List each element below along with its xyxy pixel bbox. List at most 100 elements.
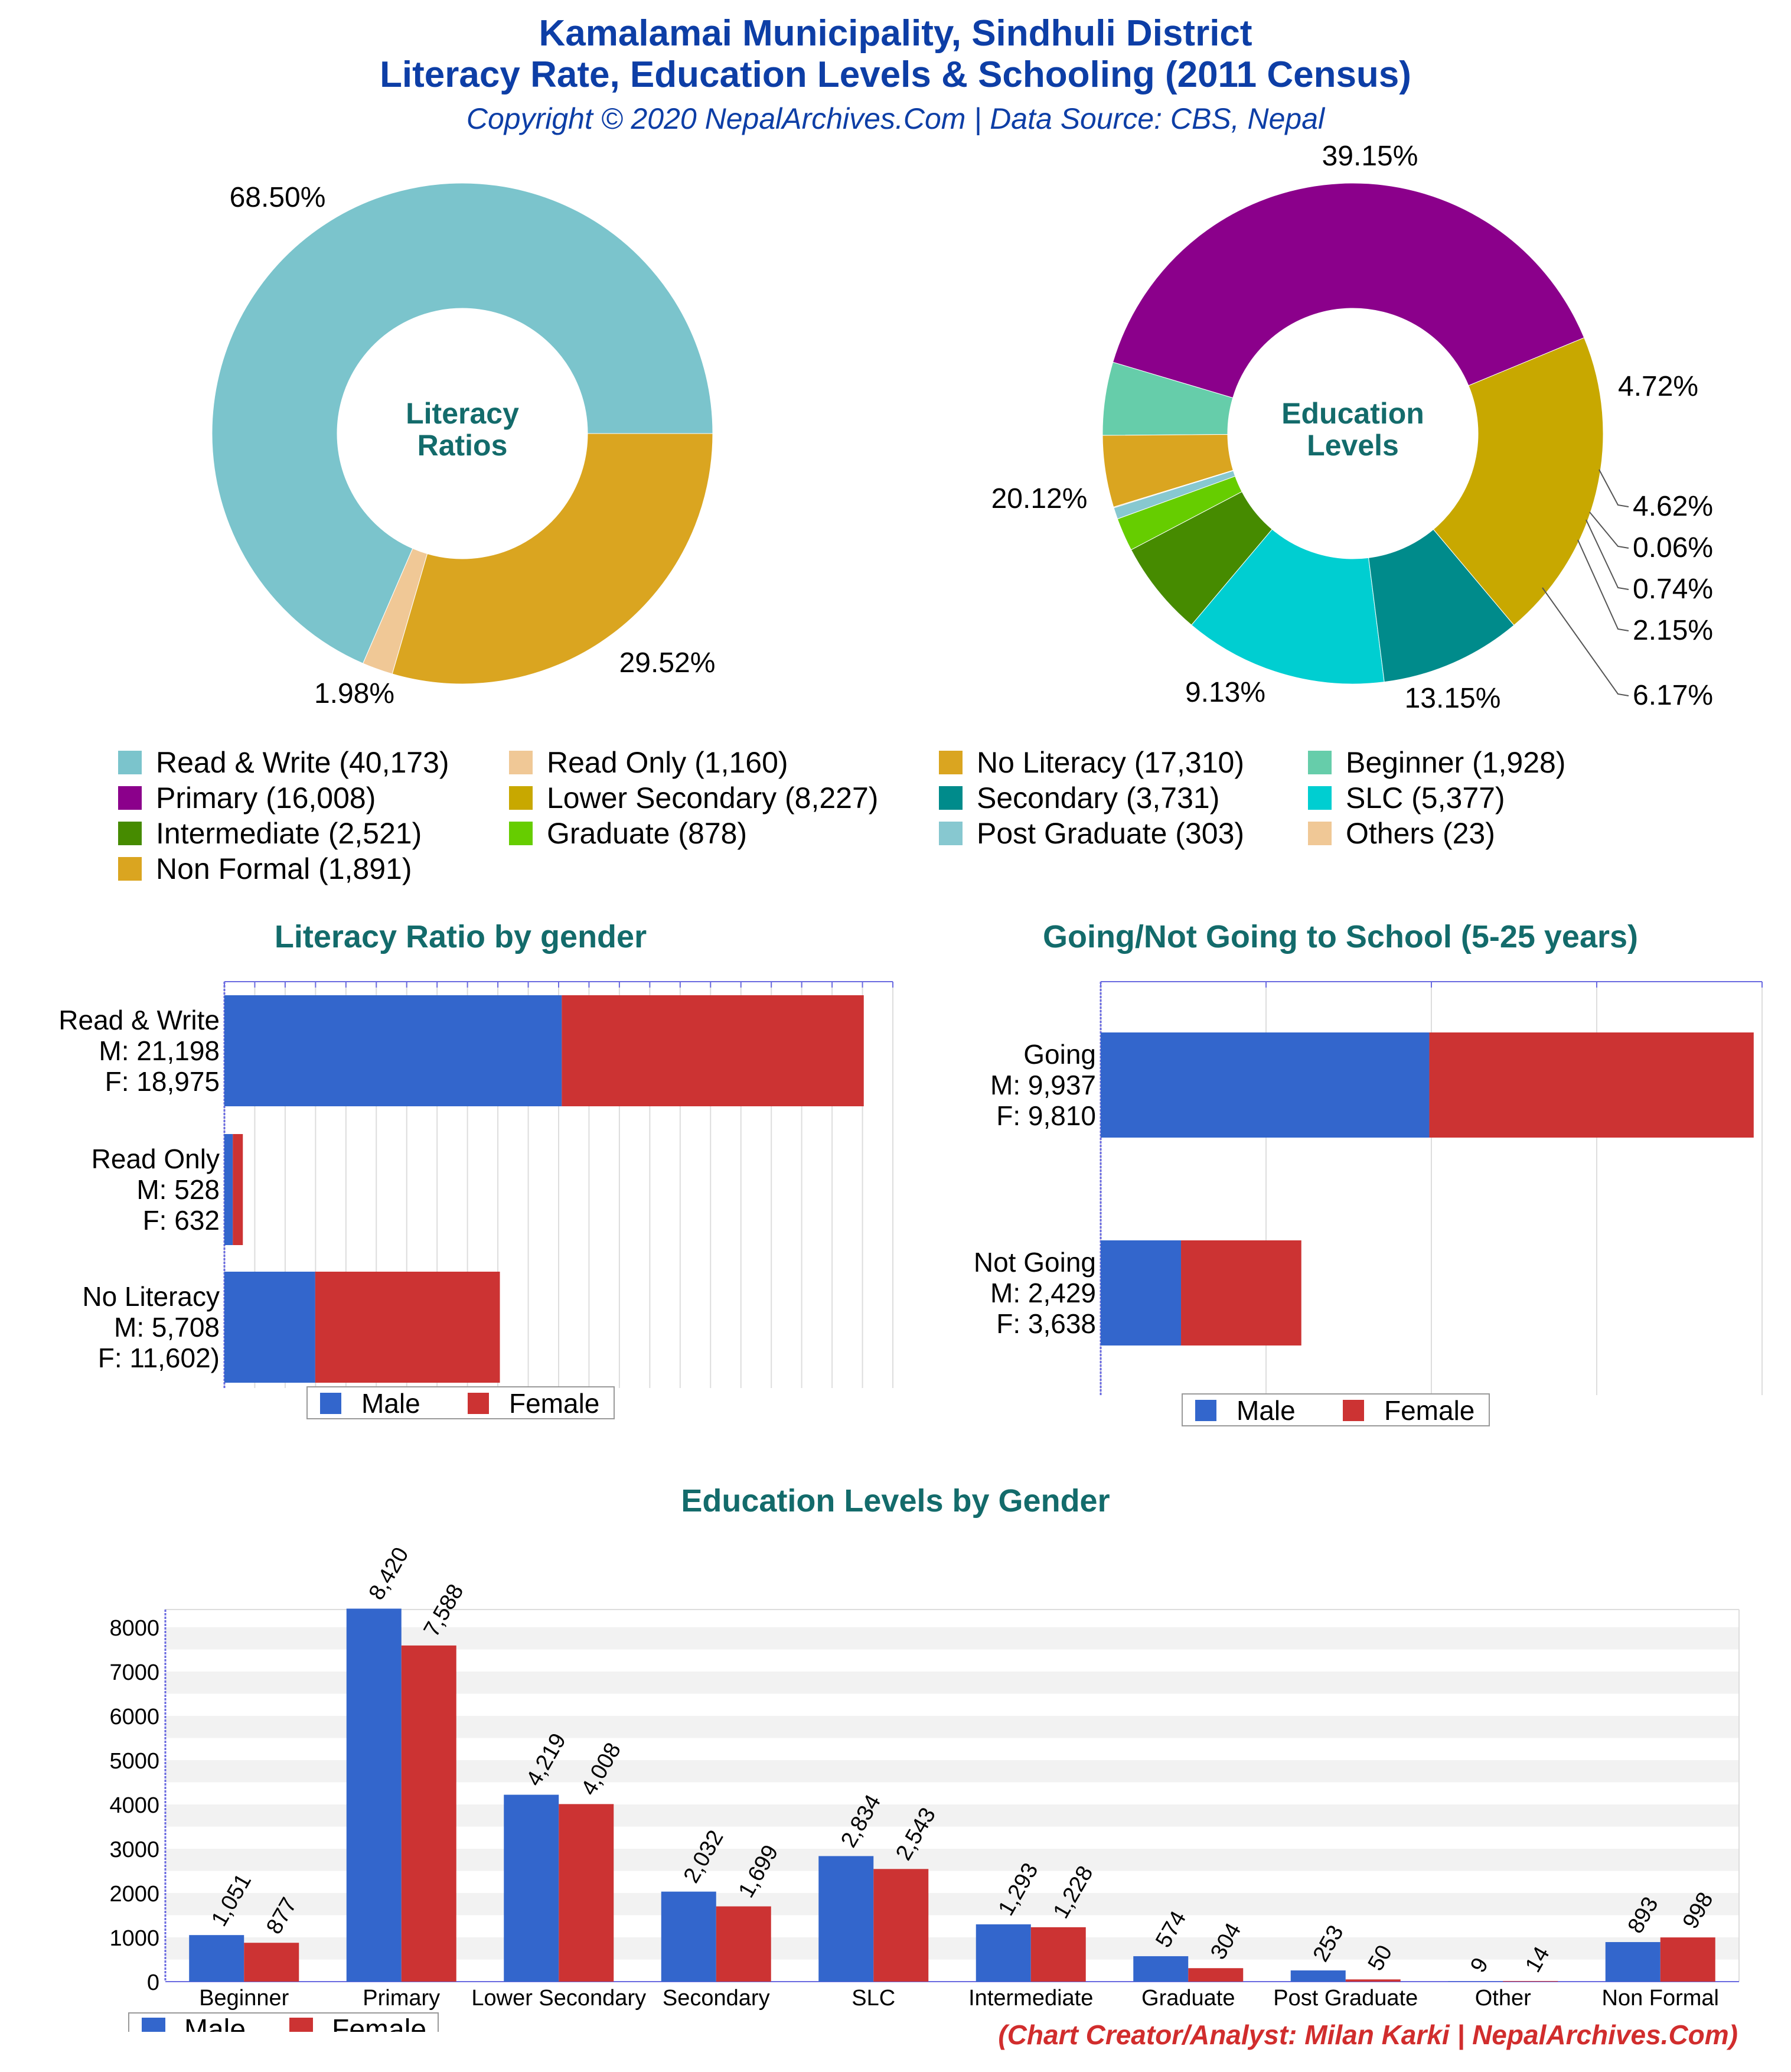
x-tick-label-beginner: Beginner xyxy=(199,1986,289,2011)
bar-female-slc xyxy=(873,1869,929,1982)
legend-swatch xyxy=(939,822,963,845)
legend-label: Intermediate (2,521) xyxy=(156,817,422,850)
bar-female-graduate xyxy=(1188,1968,1244,1982)
literacy-donut-center-line1: Literacy xyxy=(406,397,519,430)
bar-male-primary xyxy=(346,1608,402,1982)
category-label-not-going: Not Going xyxy=(974,1247,1096,1278)
bar-male-slc xyxy=(818,1856,874,1982)
slice-label-beginner: 4.72% xyxy=(1618,371,1698,402)
slice-label-lower-secondary: 20.12% xyxy=(991,483,1088,514)
data-label: 8,420 xyxy=(364,1543,414,1604)
y-tick-label: 7000 xyxy=(109,1660,159,1685)
y-tick-label: 2000 xyxy=(109,1882,159,1907)
legend-swatch xyxy=(509,751,533,774)
legend-label: Beginner (1,928) xyxy=(1346,746,1566,779)
slice-label-read-write: 68.50% xyxy=(230,182,326,213)
legend-swatch-female xyxy=(1343,1400,1364,1421)
x-tick-label-slc: SLC xyxy=(852,1986,895,2011)
education-gender-plot: 0 1000 2000 3000 4000 5000 6000 7000 8000 Beginne… xyxy=(109,1543,1740,2032)
legend-label: Non Formal (1,891) xyxy=(156,852,412,885)
legend-label-female: Female xyxy=(332,2014,426,2032)
category-label-not-going: F: 3,638 xyxy=(996,1308,1096,1339)
bar-male-lower-secondary xyxy=(504,1794,559,1982)
bar-male-read-only xyxy=(224,1134,233,1245)
y-tick-label: 8000 xyxy=(109,1616,159,1641)
legend-swatch xyxy=(939,786,963,810)
legend-swatch-male xyxy=(142,2018,165,2032)
legend-box xyxy=(306,1386,615,1419)
legend-swatch-male xyxy=(320,1393,341,1414)
legend-item-intermediate: Intermediate (2,521) xyxy=(118,816,422,851)
legend-swatch xyxy=(118,786,142,810)
slice-label-intermediate: 6.17% xyxy=(1633,680,1713,711)
bar-male-post-graduate xyxy=(1290,1970,1346,1982)
legend-item-lower-secondary: Lower Secondary (8,227) xyxy=(509,781,878,815)
bar-female-read-only xyxy=(233,1134,243,1245)
slice-label-non-formal: 4.62% xyxy=(1633,491,1713,522)
x-tick-label-graduate: Graduate xyxy=(1141,1986,1235,2011)
bar-female-not-going xyxy=(1181,1240,1301,1346)
education-donut-center-line2: Levels xyxy=(1307,429,1399,462)
legend-swatch xyxy=(939,751,963,774)
slice-label-read-only: 1.98% xyxy=(314,678,394,709)
category-label-going: Going xyxy=(1023,1039,1096,1070)
education-gender-chart: 0 1000 2000 3000 4000 5000 6000 7000 8000 Beginne… xyxy=(109,1543,1740,2032)
education-donut-center-line1: Education xyxy=(1281,397,1424,430)
x-tick-label-post-graduate: Post Graduate xyxy=(1273,1986,1418,2011)
legend-item-primary: Primary (16,008) xyxy=(118,781,376,815)
bar-female-beginner xyxy=(244,1943,299,1982)
legend-swatch xyxy=(509,786,533,810)
slice-lower-secondary xyxy=(1433,337,1604,626)
bar-male-graduate xyxy=(1133,1956,1189,1982)
legend-label: Read Only (1,160) xyxy=(547,746,788,779)
gender-legend: Male Female xyxy=(306,1386,615,1419)
category-label-read-write: Read & Write xyxy=(58,1005,220,1035)
category-label-no-literacy: No Literacy xyxy=(82,1281,220,1312)
slice-label-primary: 39.15% xyxy=(1322,141,1418,172)
bar-male-read-write xyxy=(224,995,562,1106)
category-label-going: M: 9,937 xyxy=(990,1070,1096,1100)
legend-item-read-write: Read & Write (40,173) xyxy=(118,745,449,780)
legend-label: Primary (16,008) xyxy=(156,781,376,815)
bar-female-post-graduate xyxy=(1345,1979,1401,1982)
bar-female-going xyxy=(1429,1032,1754,1138)
leader-lines xyxy=(1542,469,1629,696)
legend-label-female: Female xyxy=(1384,1395,1474,1426)
page-title-line2: Literacy Rate, Education Levels & School… xyxy=(380,54,1411,95)
legend-label: Lower Secondary (8,227) xyxy=(547,781,879,815)
x-tick-label-non-formal: Non Formal xyxy=(1602,1986,1720,2011)
y-tick-label: 3000 xyxy=(109,1838,159,1862)
legend-swatch xyxy=(1308,751,1332,774)
legend-label: Read & Write (40,173) xyxy=(156,746,449,779)
legend-item-no-literacy: No Literacy (17,310) xyxy=(939,745,1244,780)
slice-label-others: 0.06% xyxy=(1633,532,1713,563)
legend-item-read-only: Read Only (1,160) xyxy=(509,745,788,780)
education-donut xyxy=(1102,183,1604,685)
legend-item-graduate: Graduate (878) xyxy=(509,816,747,851)
legend-item-others: Others (23) xyxy=(1308,816,1495,851)
legend-item-non-formal: Non Formal (1,891) xyxy=(118,852,412,886)
slice-label-no-literacy: 29.52% xyxy=(619,647,716,679)
legend-box xyxy=(1182,1393,1490,1426)
gender-legend: Male Female xyxy=(1182,1393,1490,1426)
y-tick-label: 4000 xyxy=(109,1793,159,1818)
leader-line-graduate xyxy=(1577,539,1629,631)
page-title: Kamalamai Municipality, Sindhuli Distric… xyxy=(539,13,1252,54)
slice-label-post-graduate: 0.74% xyxy=(1633,574,1713,605)
category-label-going: F: 9,810 xyxy=(996,1100,1096,1131)
x-tick-label-other: Other xyxy=(1475,1986,1531,2011)
legend-item-secondary: Secondary (3,731) xyxy=(939,781,1219,815)
gender-legend: Male Female xyxy=(128,2012,439,2032)
slice-read-write xyxy=(211,183,713,664)
category-label-read-write: M: 21,198 xyxy=(99,1035,220,1066)
literacy-donut xyxy=(211,183,713,685)
literacy-gender-title: Literacy Ratio by gender xyxy=(274,919,647,954)
legend-label: No Literacy (17,310) xyxy=(977,746,1245,779)
slice-label-secondary: 9.13% xyxy=(1185,677,1265,708)
x-tick-label-lower-secondary: Lower Secondary xyxy=(471,1986,646,2011)
slice-slc xyxy=(1191,529,1385,685)
legend-label-male: Male xyxy=(1237,1395,1296,1426)
legend-swatch xyxy=(118,857,142,881)
